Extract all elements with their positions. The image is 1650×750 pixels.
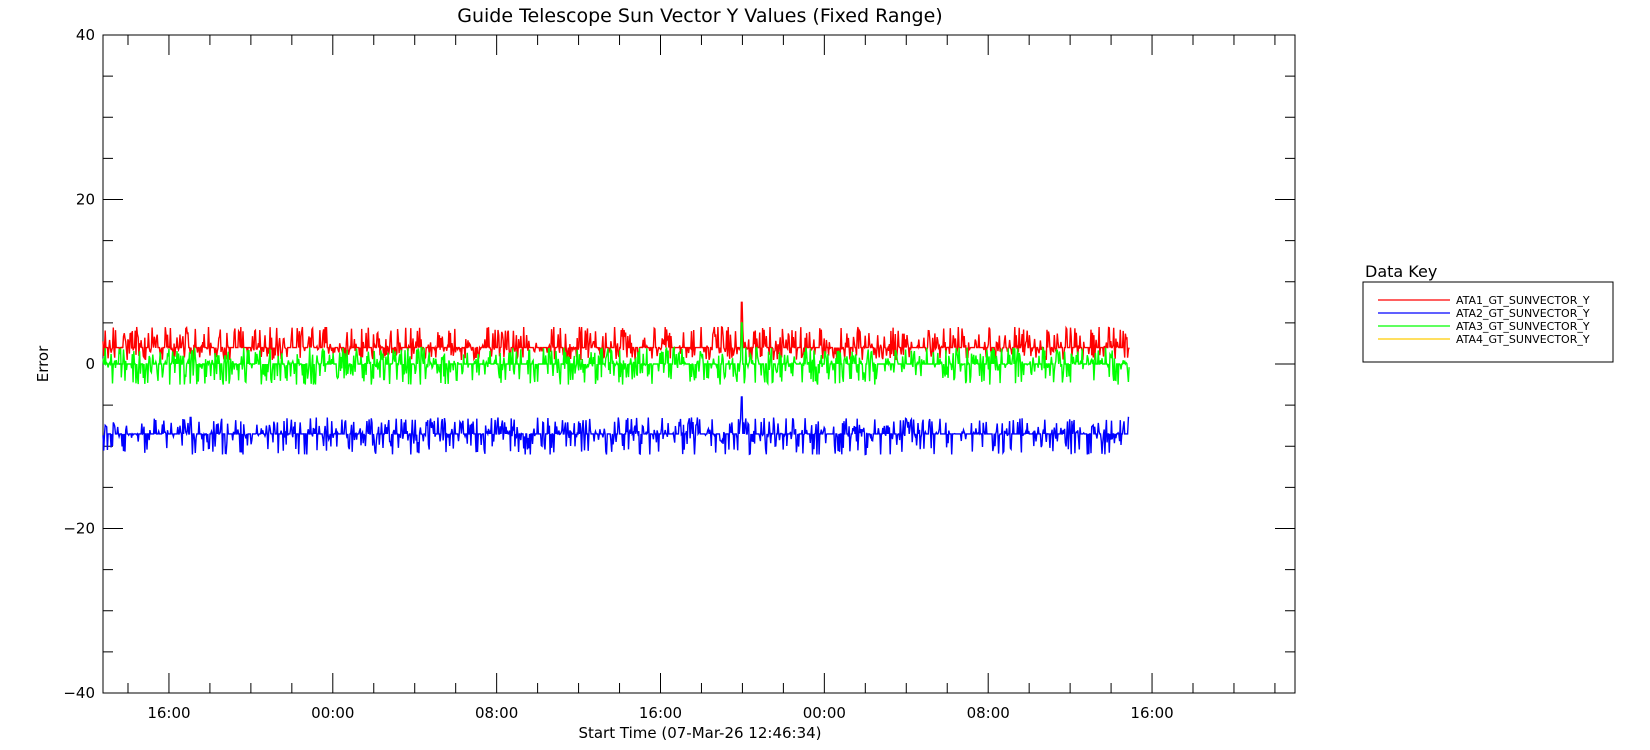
x-axis-label: Start Time (07-Mar-26 12:46:34) xyxy=(578,724,821,742)
series-line-ata1_gt_sunvector_y xyxy=(102,301,1130,362)
legend-entry-label: ATA2_GT_SUNVECTOR_Y xyxy=(1456,307,1590,320)
legend: Data Key ATA1_GT_SUNVECTOR_YATA2_GT_SUNV… xyxy=(1362,262,1614,363)
series-line-ata2_gt_sunvector_y xyxy=(102,396,1130,456)
legend-entry-label: ATA1_GT_SUNVECTOR_Y xyxy=(1456,294,1590,307)
x-tick-label: 08:00 xyxy=(967,704,1010,722)
y-tick-label: −40 xyxy=(63,684,95,702)
legend-entry-label: ATA4_GT_SUNVECTOR_Y xyxy=(1456,333,1590,346)
y-tick-label: 40 xyxy=(76,26,95,44)
y-tick-label: −20 xyxy=(63,520,95,538)
legend-title: Data Key xyxy=(1365,262,1437,281)
y-axis: −40 −20 0 20 40 xyxy=(63,26,1295,702)
series-layer xyxy=(102,301,1130,456)
x-tick-label: 00:00 xyxy=(311,704,354,722)
x-tick-label: 08:00 xyxy=(475,704,518,722)
x-tick-label: 16:00 xyxy=(639,704,682,722)
x-axis: 16:00 00:00 08:00 16:00 00:00 08:00 16:00 xyxy=(127,35,1276,722)
x-tick-label: 16:00 xyxy=(1130,704,1173,722)
x-tick-label: 00:00 xyxy=(803,704,846,722)
y-tick-label: 20 xyxy=(76,191,95,209)
y-axis-label: Error xyxy=(34,345,52,382)
y-tick-label: 0 xyxy=(85,355,95,373)
chart-title: Guide Telescope Sun Vector Y Values (Fix… xyxy=(457,5,942,27)
x-tick-label: 16:00 xyxy=(147,704,190,722)
legend-entries: ATA1_GT_SUNVECTOR_YATA2_GT_SUNVECTOR_YAT… xyxy=(1378,294,1590,346)
legend-box xyxy=(1362,281,1614,363)
legend-entry-label: ATA3_GT_SUNVECTOR_Y xyxy=(1456,320,1590,333)
series-line-ata3_gt_sunvector_y xyxy=(102,322,1130,386)
